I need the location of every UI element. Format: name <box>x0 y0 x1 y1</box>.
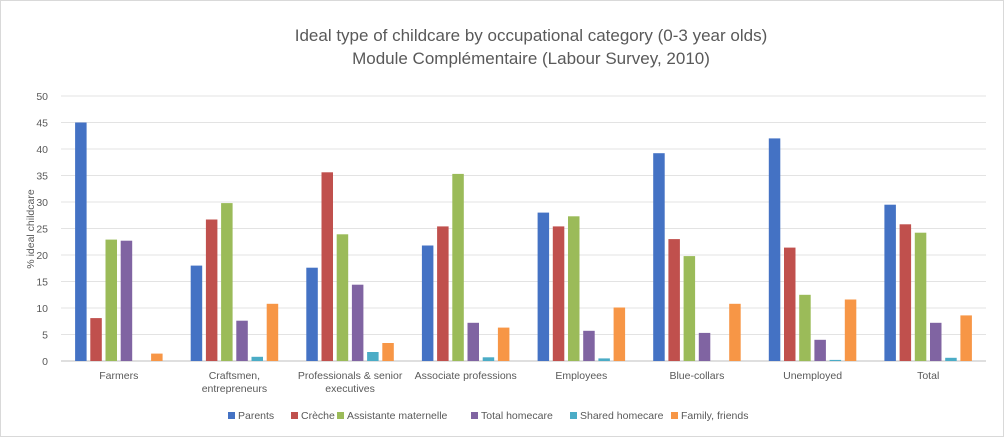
x-tick-label: entrepreneurs <box>202 383 267 395</box>
legend-entry: Shared homecare <box>580 410 664 422</box>
legend-entry: Family, friends <box>681 410 749 422</box>
chart-title: Ideal type of childcare by occupational … <box>295 26 767 45</box>
x-axis-labels: Farmers Craftsmen,entrepreneurs Profession… <box>99 370 939 395</box>
y-tick-label: 20 <box>36 250 48 262</box>
bar <box>945 357 957 361</box>
bar <box>382 343 394 361</box>
x-tick-label: executives <box>325 383 375 395</box>
y-tick-label: 50 <box>36 91 48 103</box>
y-tick-label: 15 <box>36 277 48 289</box>
bar <box>768 138 781 361</box>
bar <box>151 353 163 361</box>
bar <box>75 122 87 361</box>
bar <box>668 239 680 361</box>
bar <box>537 212 550 361</box>
bar <box>482 357 495 361</box>
bar <box>884 204 896 361</box>
bar <box>729 303 741 361</box>
bar <box>598 358 610 361</box>
bar <box>351 284 364 361</box>
bar <box>960 315 972 361</box>
bar <box>914 232 927 361</box>
bar <box>930 322 942 361</box>
legend-entry: Assistante maternelle <box>347 410 448 422</box>
bar <box>306 267 318 361</box>
y-tick-label: 5 <box>42 330 48 342</box>
bar <box>105 239 117 361</box>
legend-swatch <box>337 412 344 419</box>
bar <box>190 265 203 361</box>
bar <box>844 299 857 361</box>
x-tick-label: Craftsmen, <box>209 370 260 382</box>
bars <box>75 122 972 362</box>
bar <box>90 318 102 361</box>
y-tick-label: 30 <box>36 197 48 209</box>
bar <box>221 203 233 361</box>
bar <box>799 294 811 362</box>
legend-swatch <box>570 412 577 419</box>
legend-entry: Parents <box>238 410 274 422</box>
x-tick-label: Associate professions <box>415 370 517 382</box>
x-tick-label: Employees <box>555 370 607 382</box>
bar <box>653 153 665 361</box>
legend: Parents Crèche Assistante maternelle Total … <box>228 410 749 422</box>
bar <box>683 256 696 361</box>
bar <box>829 359 842 361</box>
bar <box>205 219 218 361</box>
bar <box>552 226 565 361</box>
bar <box>467 322 479 361</box>
bar <box>814 339 826 361</box>
legend-entry: Crèche <box>301 410 335 422</box>
legend-swatch <box>471 412 478 419</box>
x-tick-label: Farmers <box>99 370 138 382</box>
y-tick-label: 35 <box>36 171 48 183</box>
y-tick-label: 0 <box>42 356 48 368</box>
bar <box>321 172 333 361</box>
bar <box>236 320 248 361</box>
bar <box>421 245 434 361</box>
legend-swatch <box>671 412 678 419</box>
y-tick-label: 10 <box>36 303 48 315</box>
bar <box>120 240 133 361</box>
bar <box>437 226 449 361</box>
bar <box>568 216 580 361</box>
bar <box>899 224 912 361</box>
bar <box>266 303 279 361</box>
bar <box>784 247 796 361</box>
x-tick-label: Blue-collars <box>669 370 724 382</box>
legend-swatch <box>291 412 298 419</box>
x-tick-label: Total <box>917 370 939 382</box>
y-tick-label: 45 <box>36 118 48 130</box>
chart-subtitle: Module Complémentaire (Labour Survey, 20… <box>352 49 710 68</box>
bar <box>336 234 349 361</box>
bar <box>367 352 379 361</box>
y-axis-label: % ideal childcare <box>25 189 37 269</box>
bar <box>251 356 263 361</box>
bar <box>613 307 626 361</box>
x-tick-label: Unemployed <box>783 370 842 382</box>
y-tick-label: 40 <box>36 144 48 156</box>
legend-swatch <box>228 412 235 419</box>
bar <box>698 332 711 361</box>
y-axis-ticks: 0 5 10 15 20 25 30 35 40 45 50 <box>36 91 48 368</box>
bar <box>452 173 464 361</box>
bar <box>497 327 510 361</box>
x-tick-label: Professionals & senior <box>298 370 403 382</box>
y-tick-label: 25 <box>36 224 48 236</box>
bar <box>583 330 595 361</box>
legend-entry: Total homecare <box>481 410 553 422</box>
